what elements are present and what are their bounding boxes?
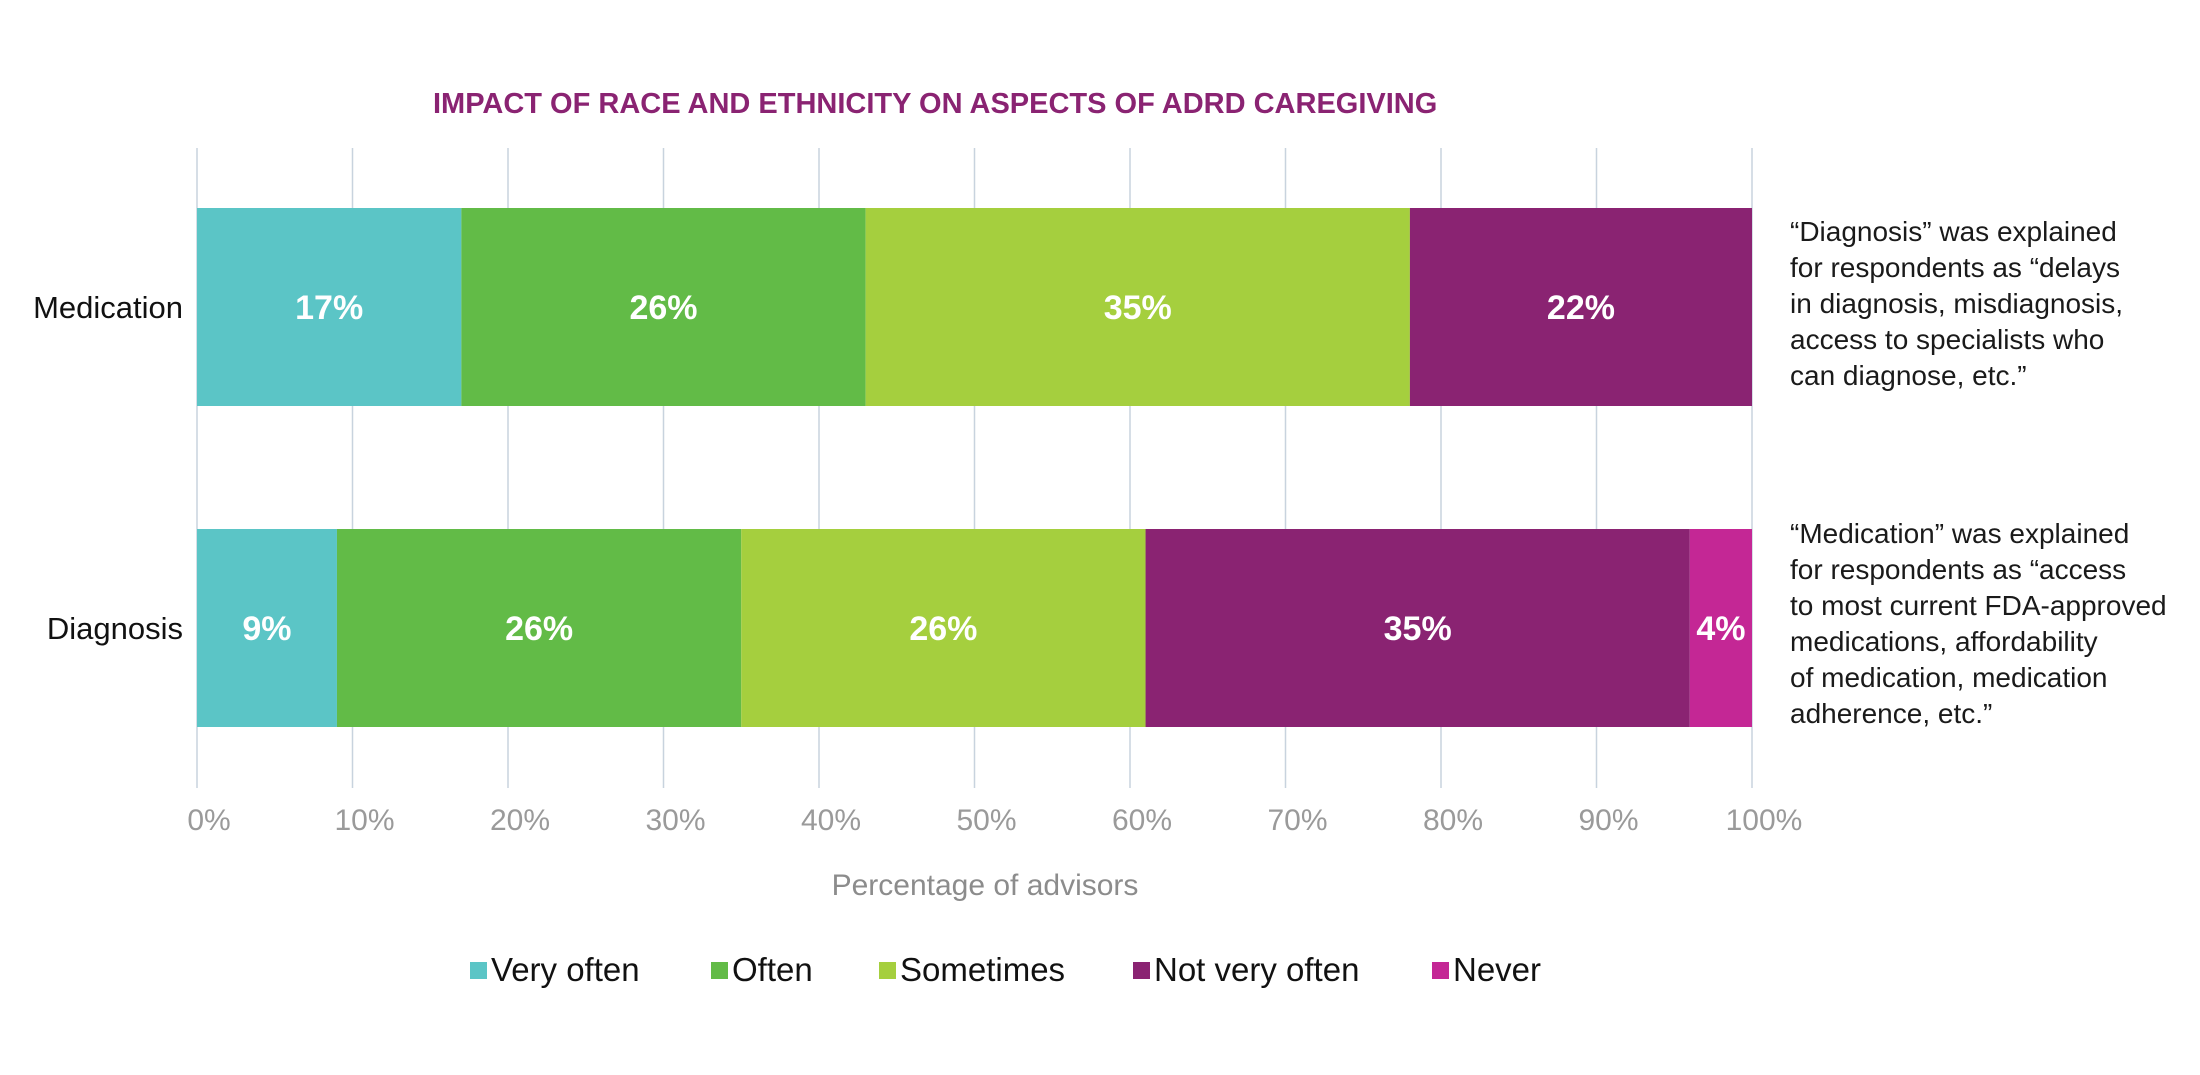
legend-swatch [879,962,896,979]
legend-label: Not very often [1154,951,1359,988]
data-label-diagnosis-not-very-often: 35% [1384,610,1452,648]
category-label-medication: Medication [33,290,183,325]
legend-item-never: Never [1432,951,1541,988]
x-tick-label: 50% [956,804,1016,837]
x-axis-title: Percentage of advisors [832,869,1139,902]
legend-swatch [711,962,728,979]
x-tick-label: 100% [1726,804,1803,837]
data-label-diagnosis-sometimes: 26% [909,610,977,648]
chart-title: IMPACT OF RACE AND ETHNICITY ON ASPECTS … [433,88,1437,120]
bar-diagnosis-sometimes [741,529,1146,727]
legend-swatch [1133,962,1150,979]
legend-label: Often [732,951,813,988]
legend-label: Very often [491,951,640,988]
x-tick-label: 60% [1112,804,1172,837]
x-tick-label: 80% [1423,804,1483,837]
data-label-diagnosis-very-often: 9% [242,610,291,648]
bars [197,208,1752,727]
category-label-diagnosis: Diagnosis [47,611,183,646]
legend-item-very-often: Very often [470,951,640,988]
x-tick-label: 10% [334,804,394,837]
legend-item-often: Often [711,951,813,988]
data-label-medication-often: 26% [629,289,697,327]
legend-item-not-very-often: Not very often [1133,951,1359,988]
bar-diagnosis-not-very-often [1145,529,1690,727]
x-tick-label: 90% [1578,804,1638,837]
x-tick-label: 0% [187,804,230,837]
category-labels: Medication Diagnosis [33,290,183,646]
data-label-medication-sometimes: 35% [1104,289,1172,327]
diagnosis-note: “Diagnosis” was explained for respondent… [1790,216,2124,391]
legend-label: Never [1453,951,1541,988]
data-label-diagnosis-never: 4% [1696,610,1745,648]
data-label-medication-very-often: 17% [295,289,363,327]
bar-medication-often [461,208,866,406]
legend: Very often Often Sometimes Not very often Ne… [470,951,1541,988]
legend-swatch [470,962,487,979]
x-tick-label: 30% [645,804,705,837]
data-label-diagnosis-often: 26% [505,610,573,648]
x-tick-label: 70% [1267,804,1327,837]
bar-medication-not-very-often [1409,208,1752,406]
x-tick-label: 40% [801,804,861,837]
x-tick-label: 20% [490,804,550,837]
legend-swatch [1432,962,1449,979]
bar-diagnosis-very-often [197,529,337,727]
bar-medication-sometimes [865,208,1410,406]
bar-diagnosis-never [1689,529,1752,727]
bar-diagnosis-often [336,529,742,727]
bar-medication-very-often [197,208,462,406]
data-labels: 17% 26% 35% 22% 9% 26% 26% 35% 4% [242,289,1745,648]
legend-label: Sometimes [900,951,1065,988]
data-label-medication-not-very-often: 22% [1547,289,1615,327]
medication-note: “Medication” was explained for responden… [1790,518,2167,729]
x-tick-labels: 0% 10% 20% 30% 40% 50% 60% 70% 80% 90% 100% [187,804,1802,837]
legend-item-sometimes: Sometimes [879,951,1065,988]
